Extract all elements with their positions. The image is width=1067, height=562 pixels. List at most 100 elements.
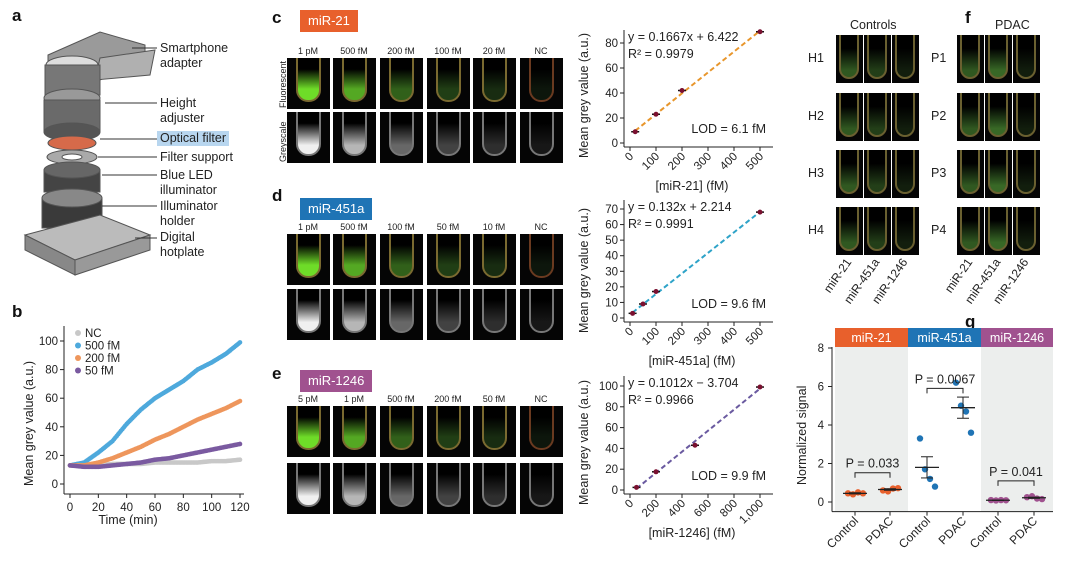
column-label: 1 pM	[297, 46, 318, 56]
y-tick-label: 100	[39, 336, 58, 348]
x-tick-label: 0	[67, 502, 73, 514]
y-tick-label: 40	[605, 88, 618, 100]
column-label: 50 fM	[482, 394, 506, 404]
tube-image	[529, 112, 554, 156]
y-axis-label: Mean grey value (a.u.)	[577, 33, 591, 158]
y-tick-label: 40	[45, 422, 58, 434]
legend-label: 50 fM	[85, 366, 114, 378]
p-value: P = 0.033	[846, 457, 900, 471]
x-axis-label: [miR-21] (fM)	[656, 179, 729, 193]
x-tick-label: 600	[692, 498, 714, 520]
sample-image	[836, 207, 863, 255]
sample-label: P4	[931, 223, 947, 237]
column-label: 500 fM	[340, 222, 368, 232]
tube-image	[436, 463, 461, 507]
y-axis-label: Mean grey value (a.u.)	[577, 208, 591, 333]
lod-label: LOD = 9.9 fM	[691, 469, 766, 483]
greyscale-image	[427, 112, 470, 163]
data-point	[931, 483, 939, 490]
fit-equation: y = 0.1667x + 6.422	[628, 30, 739, 44]
group-label-controls: Controls	[850, 18, 897, 32]
greyscale-image	[287, 463, 330, 514]
data-point	[916, 435, 924, 442]
y-tick-label: 0	[612, 138, 618, 150]
tube-image	[436, 112, 461, 156]
greyscale-image	[287, 112, 330, 163]
data-point	[632, 129, 638, 135]
x-tick-label: 40	[120, 502, 133, 514]
tube-image	[482, 463, 507, 507]
sample-image	[1013, 207, 1040, 255]
fit-equation: y = 0.132x + 2.214	[628, 200, 732, 214]
data-point	[926, 475, 934, 483]
tube-image	[988, 93, 1008, 137]
y-tick-label: 40	[605, 443, 618, 455]
legend-marker	[75, 330, 81, 336]
p-value: P = 0.041	[989, 465, 1043, 479]
sample-image	[985, 93, 1012, 141]
y-tick-label: 0	[612, 485, 618, 497]
greyscale-image	[473, 289, 516, 340]
tube-image	[529, 463, 554, 507]
tube-image	[867, 150, 887, 194]
tube-image	[482, 406, 507, 450]
group-header-label: miR-1246	[990, 331, 1044, 345]
x-axis-label: [miR-1246] (fM)	[649, 526, 736, 540]
tube-image	[960, 207, 980, 251]
greyscale-image	[333, 463, 376, 514]
tube-image	[296, 58, 321, 102]
y-tick-label: 70	[605, 204, 618, 216]
tube-image	[867, 207, 887, 251]
device-diagram	[23, 31, 157, 276]
sample-label: H1	[808, 51, 824, 65]
lod-label: LOD = 6.1 fM	[691, 122, 766, 136]
data-point	[967, 429, 975, 436]
group-background	[981, 347, 1053, 512]
tube-image	[529, 234, 554, 278]
sample-image	[864, 207, 891, 255]
data-point	[692, 442, 698, 448]
tube-image	[389, 289, 414, 333]
y-tick-label: 2	[818, 459, 824, 471]
greyscale-image	[473, 112, 516, 163]
fluorescent-image	[287, 234, 330, 285]
data-point	[630, 310, 636, 316]
sample-image	[985, 150, 1012, 198]
group-background	[835, 347, 908, 512]
panel-label-b: b	[12, 302, 23, 321]
x-tick-label: 20	[92, 502, 105, 514]
badge-mir-451a: miR-451a	[300, 198, 373, 220]
greyscale-image	[380, 463, 423, 514]
sample-label: P2	[931, 109, 947, 123]
sample-label: P3	[931, 166, 947, 180]
greyscale-image	[287, 289, 330, 340]
p-value: P = 0.0067	[915, 372, 976, 386]
sample-image	[1013, 35, 1040, 83]
tube-image	[342, 58, 367, 102]
tube-image	[529, 58, 554, 102]
x-tick-label: 80	[177, 502, 190, 514]
tube-image	[342, 463, 367, 507]
sample-image	[836, 93, 863, 141]
sample-image	[864, 35, 891, 83]
x-tick-label: PDAC	[863, 514, 897, 548]
y-tick-label: 6	[818, 382, 824, 394]
y-tick-label: 20	[605, 113, 618, 125]
sample-image	[957, 150, 984, 198]
fluorescent-image	[520, 58, 563, 109]
y-tick-label: 20	[605, 464, 618, 476]
y-tick-label: 60	[605, 423, 618, 435]
y-tick-label: 60	[605, 63, 618, 75]
sample-image	[892, 207, 919, 255]
tube-image	[988, 207, 1008, 251]
data-point	[757, 29, 763, 35]
tube-image	[895, 93, 915, 137]
data-point	[653, 289, 659, 295]
fluorescent-image	[380, 234, 423, 285]
y-tick-label: 20	[45, 450, 58, 462]
y-axis-label: Mean grey value (a.u.)	[22, 361, 36, 486]
column-label: NC	[534, 394, 548, 404]
column-label: 50 fM	[436, 222, 460, 232]
label-filter-support: Filter support	[160, 150, 233, 164]
